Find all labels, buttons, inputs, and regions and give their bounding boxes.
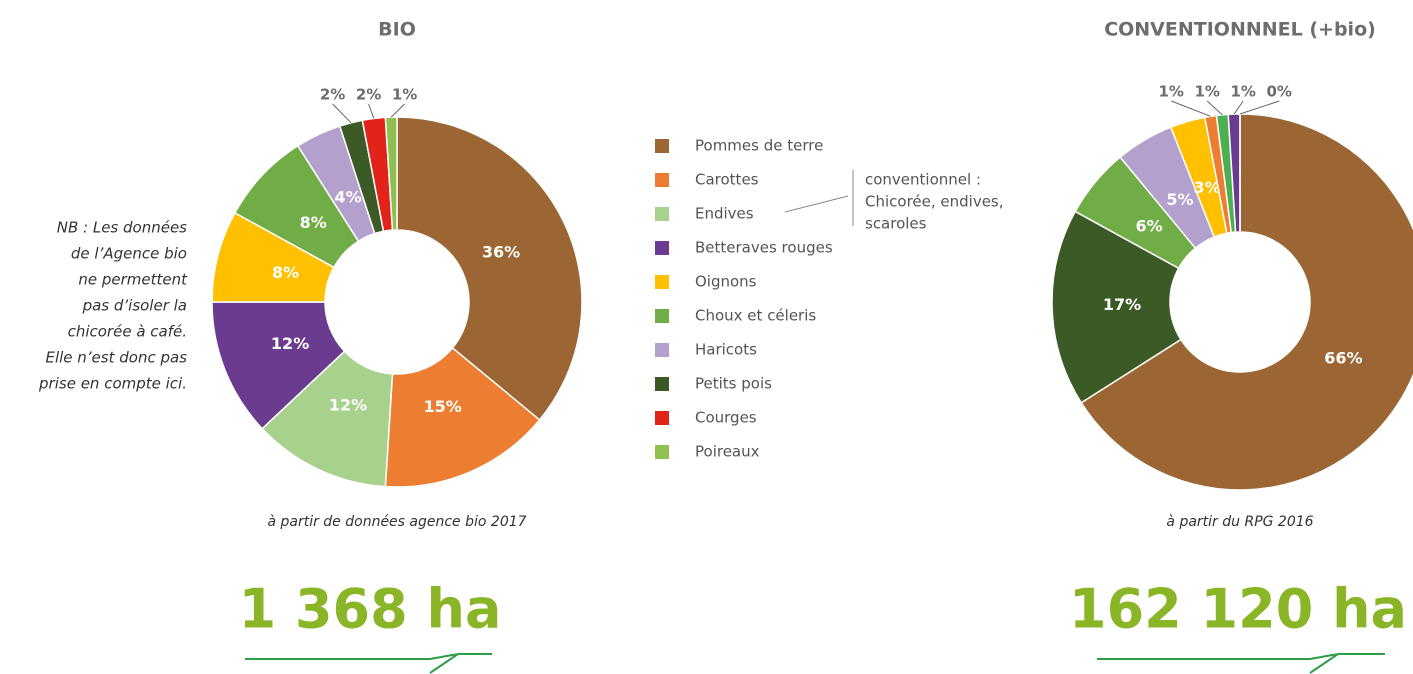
underline (245, 653, 492, 674)
data-label: 0% (1266, 83, 1291, 101)
leader-line (368, 103, 375, 119)
pie-slice (1080, 113, 1413, 491)
note-line: ne permettent (78, 271, 188, 289)
underline (1097, 653, 1385, 674)
leader-line (390, 103, 405, 118)
note-line: Elle n’est donc pas (45, 349, 187, 367)
data-label: 5% (1166, 190, 1193, 209)
data-label: 8% (272, 263, 299, 282)
note-line: NB : Les données (57, 219, 187, 237)
legend-swatch (655, 377, 669, 391)
data-label: 1% (1194, 83, 1219, 101)
legend-label: Poireaux (695, 443, 760, 461)
legend-swatch (655, 173, 669, 187)
data-label: 15% (424, 397, 462, 416)
pie-slice (211, 301, 346, 430)
legend-swatch (655, 207, 669, 221)
legend-swatch (655, 241, 669, 255)
note-line: chicorée à café. (68, 323, 187, 341)
data-label: 1% (1158, 83, 1183, 101)
data-label: 4% (334, 187, 361, 206)
data-label: 8% (300, 213, 327, 232)
legend-label: Endives (695, 205, 754, 223)
legend-swatch (655, 411, 669, 425)
leader-line (1206, 100, 1223, 116)
chart-title: CONVENTIONNNEL (+bio) (1104, 19, 1376, 41)
legend-label: Betteraves rouges (695, 239, 833, 257)
legend-label: Oignons (695, 273, 757, 291)
pie-slice (396, 116, 583, 421)
data-label: 2% (320, 86, 345, 104)
legend-label: Pommes de terre (695, 137, 823, 155)
pie-slice (384, 116, 398, 231)
legend-label: Choux et céleris (695, 307, 816, 325)
data-label: 2% (356, 86, 381, 104)
data-label: 1% (392, 86, 417, 104)
total: 162 120 ha (1069, 578, 1407, 641)
legend-swatch (655, 445, 669, 459)
legend-label: Carottes (695, 171, 759, 189)
source: à partir du RPG 2016 (1166, 514, 1313, 530)
note-line: de l’Agence bio (71, 245, 187, 263)
legend-swatch (655, 343, 669, 357)
leader-line (1239, 100, 1280, 115)
data-label: 3% (1193, 178, 1220, 197)
pie-slice (1051, 210, 1182, 404)
data-label: 1% (1230, 83, 1255, 101)
source: à partir de données agence bio 2017 (267, 514, 526, 530)
legend-label: Courges (695, 409, 757, 427)
data-label: 12% (271, 334, 309, 353)
leader-line (332, 103, 352, 124)
note-line: scaroles (865, 215, 927, 233)
legend-swatch (655, 309, 669, 323)
connector (784, 195, 849, 213)
data-label: 12% (329, 396, 367, 415)
note-line: pas d’isoler la (82, 297, 187, 315)
note-line: Chicorée, endives, (865, 193, 1004, 211)
pie-slice (384, 346, 541, 488)
data-label: 36% (482, 243, 520, 262)
data-label: 66% (1324, 348, 1362, 367)
data-label: 6% (1135, 216, 1162, 235)
legend-label: Haricots (695, 341, 757, 359)
leader-line (1233, 100, 1244, 115)
legend-swatch (655, 275, 669, 289)
note-line: prise en compte ici. (38, 375, 187, 393)
total: 1 368 ha (239, 578, 502, 641)
data-label: 17% (1103, 295, 1141, 314)
leader-line (1171, 100, 1211, 117)
legend-label: Petits pois (695, 375, 772, 393)
legend-swatch (655, 139, 669, 153)
legend-note: conventionnel : Chicorée, endives, scaro… (784, 170, 1004, 233)
chart-title: BIO (378, 19, 416, 41)
pie-slice (261, 350, 394, 488)
note-line: conventionnel : (865, 171, 981, 189)
